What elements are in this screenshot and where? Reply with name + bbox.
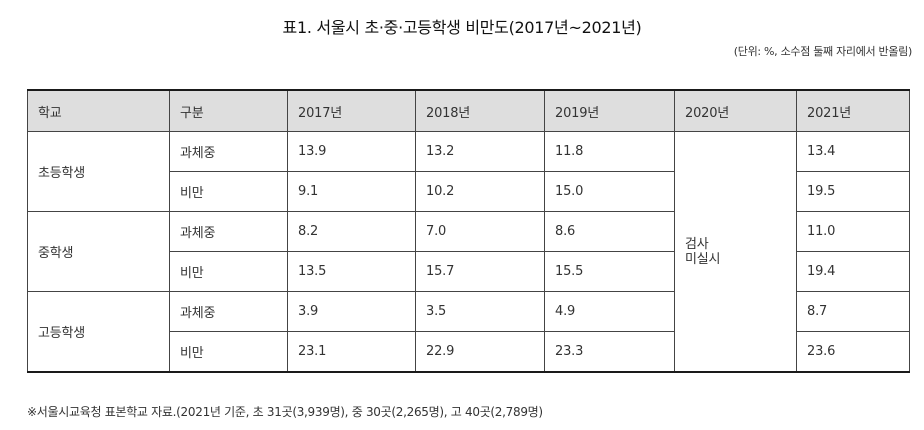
not-surveyed-line-1: 검사: [685, 236, 709, 252]
category-cell: 과체중: [169, 291, 288, 332]
value-cell: 8.2: [287, 211, 416, 252]
not-surveyed-2020: 검사 미실시: [674, 131, 797, 373]
table-title: 표1. 서울시 초·중·고등학생 비만도(2017년~2021년): [282, 18, 642, 37]
category-cell: 과체중: [169, 131, 288, 172]
value-cell: 9.1: [287, 171, 416, 212]
value-cell: 4.9: [544, 291, 675, 332]
value-cell: 10.2: [415, 171, 545, 212]
value-cell: 23.1: [287, 331, 416, 373]
value-cell: 7.0: [415, 211, 545, 252]
value-cell: 23.3: [544, 331, 675, 373]
value-cell: 8.6: [544, 211, 675, 252]
table-row: 비만 23.1 22.9 23.3 23.6: [28, 331, 910, 373]
category-cell: 비만: [169, 331, 288, 373]
school-middle: 중학생: [27, 211, 170, 292]
header-2020: 2020년: [674, 89, 797, 132]
value-cell: 22.9: [415, 331, 545, 373]
value-cell: 8.7: [796, 291, 910, 332]
table-row: 고등학생 과체중 3.9 3.5 4.9 8.7: [27, 291, 910, 373]
obesity-table: 학교 구분 2017년 2018년 2019년 2020년 2021년 초등학생…: [27, 89, 910, 373]
header-row: 학교 구분 2017년 2018년 2019년 2020년 2021년: [27, 89, 910, 132]
table-row: 비만 13.5 15.7 15.5 19.4: [28, 251, 910, 292]
value-cell: 23.6: [796, 331, 910, 373]
table-row: 초등학생 과체중 13.9 13.2 11.8 검사 미실시 13.4: [27, 131, 910, 373]
header-2021: 2021년: [796, 89, 910, 132]
value-cell: 13.9: [287, 131, 416, 172]
value-cell: 13.5: [287, 251, 416, 292]
value-cell: 19.4: [796, 251, 910, 292]
category-cell: 비만: [169, 171, 288, 212]
value-cell: 11.0: [796, 211, 910, 252]
value-cell: 3.9: [287, 291, 416, 332]
header-2017: 2017년: [287, 89, 416, 132]
table-row: 중학생 과체중 8.2 7.0 8.6 11.0: [27, 211, 910, 292]
value-cell: 15.0: [544, 171, 675, 212]
category-cell: 비만: [169, 251, 288, 292]
source-note: ※서울시교육청 표본학교 자료.(2021년 기준, 초 31곳(3,939명)…: [27, 405, 543, 419]
value-cell: 13.4: [796, 131, 910, 172]
not-surveyed-line-2: 미실시: [685, 251, 721, 267]
header-2019: 2019년: [544, 89, 675, 132]
unit-note: (단위: %, 소수점 둘째 자리에서 반올림): [733, 45, 913, 58]
value-cell: 3.5: [415, 291, 545, 332]
category-cell: 과체중: [169, 211, 288, 252]
value-cell: 19.5: [796, 171, 910, 212]
school-elementary: 초등학생: [27, 131, 170, 212]
table-row: 비만 9.1 10.2 15.0 19.5: [28, 171, 910, 212]
value-cell: 13.2: [415, 131, 545, 172]
header-school: 학교: [27, 89, 170, 132]
value-cell: 11.8: [544, 131, 675, 172]
header-category: 구분: [169, 89, 288, 132]
value-cell: 15.5: [544, 251, 675, 292]
header-2018: 2018년: [415, 89, 545, 132]
value-cell: 15.7: [415, 251, 545, 292]
school-high: 고등학생: [27, 291, 170, 373]
